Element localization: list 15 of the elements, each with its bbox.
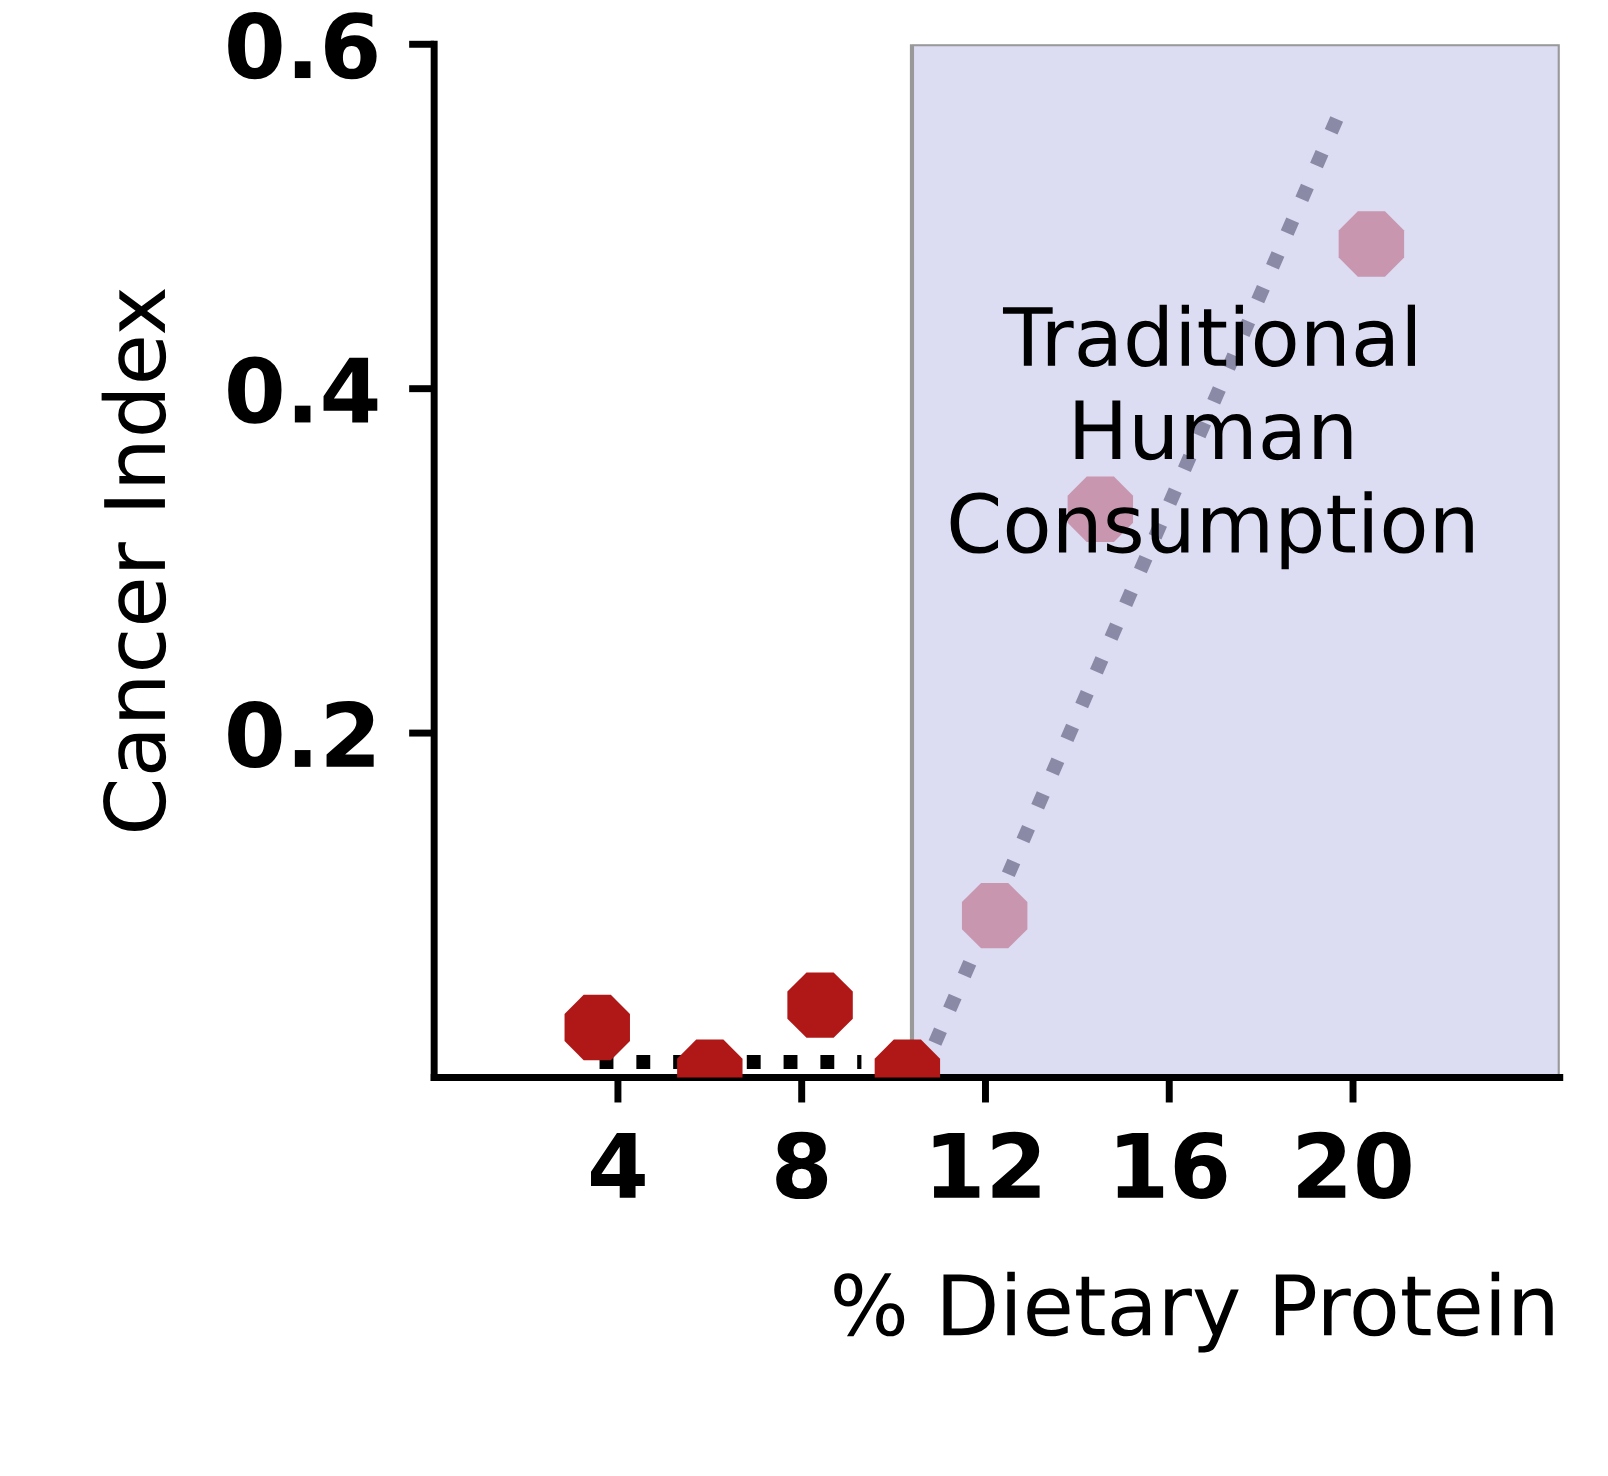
x-tick-label: 12 xyxy=(933,1131,1040,1198)
point xyxy=(1338,211,1405,277)
point xyxy=(787,972,853,1038)
point xyxy=(961,882,1028,949)
x-tick-label: 8 xyxy=(776,1131,828,1200)
x-tick-label: 20 xyxy=(1298,1131,1411,1200)
x-axis-title: % Dietary Protein xyxy=(834,1271,1553,1353)
y-axis-title: Cancer Index xyxy=(101,288,167,831)
y-tick-label: 0.4 xyxy=(228,356,378,424)
x-tick-label: 4 xyxy=(591,1132,645,1198)
point xyxy=(564,994,630,1061)
band-label: Traditional Human Consumption xyxy=(950,304,1473,570)
y-tick-label: 0.6 xyxy=(228,12,377,80)
y-tick-label: 0.2 xyxy=(228,700,374,769)
x-tick-label: 16 xyxy=(1117,1131,1227,1200)
